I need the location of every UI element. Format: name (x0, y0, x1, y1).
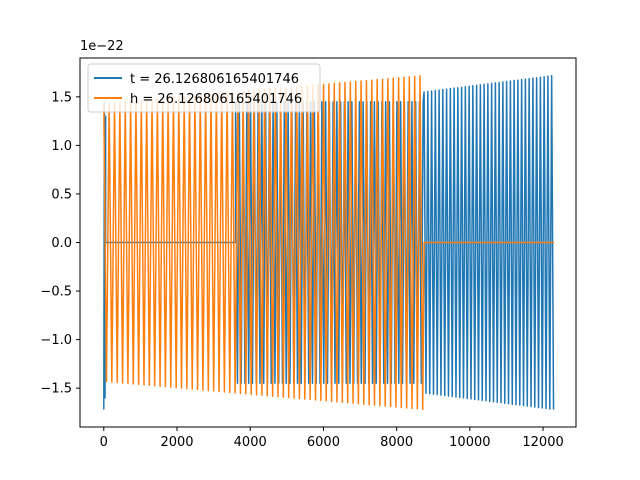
x-axis: 0 2000 4000 6000 8000 10000 12000 (100, 427, 564, 450)
legend: t = 26.126806165401746 h = 26.1268061654… (87, 63, 321, 113)
x-tick-label: 2000 (160, 435, 193, 450)
y-tick-label: −1.5 (40, 382, 72, 397)
y-axis-offset-label: 1e−22 (80, 39, 124, 54)
y-tick-label: 0.5 (51, 187, 72, 202)
y-axis: −1.5 −1.0 −0.5 0.0 0.5 1.0 1.5 (40, 90, 80, 397)
x-tick-label: 4000 (234, 435, 267, 450)
y-tick-label: −1.0 (40, 333, 72, 348)
x-tick-label: 12000 (522, 435, 563, 450)
legend-box (87, 63, 321, 113)
x-tick-label: 0 (100, 435, 108, 450)
legend-label-h: h = 26.126806165401746 (130, 92, 302, 107)
x-tick-label: 6000 (307, 435, 340, 450)
y-tick-label: 0.0 (51, 236, 72, 251)
x-tick-label: 10000 (449, 435, 490, 450)
y-tick-label: −0.5 (40, 285, 72, 300)
x-tick-label: 8000 (380, 435, 413, 450)
y-tick-label: 1.0 (51, 139, 72, 154)
series-line-h (103, 75, 555, 411)
legend-label-t: t = 26.126806165401746 (130, 72, 299, 87)
y-tick-label: 1.5 (51, 90, 72, 105)
